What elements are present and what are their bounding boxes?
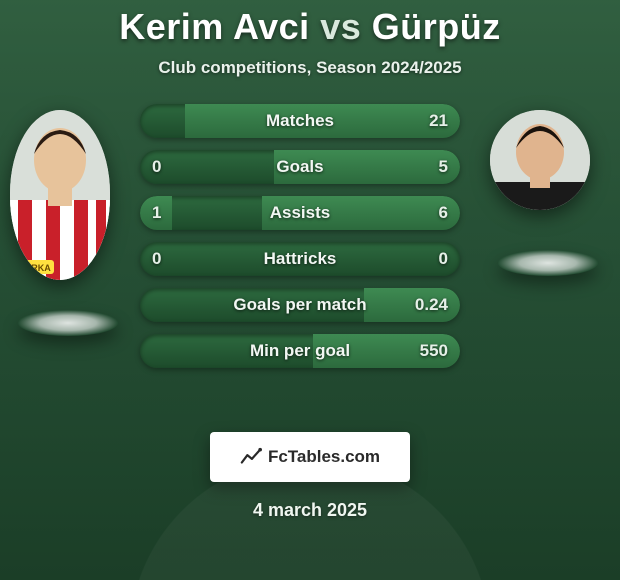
stat-row: Min per goal550	[140, 334, 460, 368]
stat-bars: Matches210Goals51Assists60Hattricks0Goal…	[140, 104, 460, 380]
brand-text: FcTables.com	[268, 447, 380, 467]
stat-value-right: 550	[420, 334, 448, 368]
stat-value-right: 21	[429, 104, 448, 138]
comparison-arena: MARKA Matches210Goals51Assists60Hattrick…	[0, 110, 620, 410]
stat-row: Goals per match0.24	[140, 288, 460, 322]
stat-value-right: 6	[439, 196, 448, 230]
player2-name: Gürpüz	[372, 6, 501, 47]
vs-label: vs	[320, 6, 361, 47]
player2-shadow	[498, 250, 598, 276]
stat-row: 0Goals5	[140, 150, 460, 184]
player1-name: Kerim Avci	[119, 6, 309, 47]
stat-row: 1Assists6	[140, 196, 460, 230]
stat-label: Matches	[140, 104, 460, 138]
brand-box: FcTables.com	[210, 432, 410, 482]
stat-value-right: 0.24	[415, 288, 448, 322]
comparison-title: Kerim Avci vs Gürpüz	[0, 0, 620, 48]
subtitle: Club competitions, Season 2024/2025	[0, 58, 620, 78]
stat-row: 0Hattricks0	[140, 242, 460, 276]
player2-avatar-svg	[490, 110, 590, 210]
stat-label: Assists	[140, 196, 460, 230]
player1-avatar: MARKA	[10, 110, 110, 280]
stat-label: Min per goal	[140, 334, 460, 368]
player2-avatar	[490, 110, 590, 210]
svg-text:MARKA: MARKA	[17, 263, 51, 273]
player1-shadow	[18, 310, 118, 336]
player1-avatar-svg: MARKA	[10, 110, 110, 280]
stat-value-right: 0	[439, 242, 448, 276]
stat-label: Goals per match	[140, 288, 460, 322]
stat-label: Goals	[140, 150, 460, 184]
date-label: 4 march 2025	[0, 500, 620, 521]
stat-value-right: 5	[439, 150, 448, 184]
stat-label: Hattricks	[140, 242, 460, 276]
brand-logo-icon	[240, 446, 262, 468]
stat-row: Matches21	[140, 104, 460, 138]
